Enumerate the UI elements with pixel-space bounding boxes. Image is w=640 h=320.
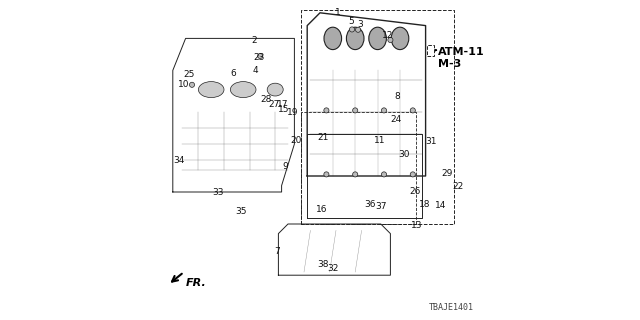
- Text: 14: 14: [435, 201, 447, 210]
- Text: 10: 10: [179, 80, 189, 89]
- Text: 26: 26: [410, 188, 421, 196]
- Text: 31: 31: [426, 137, 437, 146]
- Text: 4: 4: [253, 66, 258, 75]
- Ellipse shape: [198, 82, 224, 98]
- Circle shape: [381, 172, 387, 177]
- Text: 17: 17: [276, 100, 288, 109]
- Text: 29: 29: [442, 169, 453, 178]
- Text: TBAJE1401: TBAJE1401: [429, 303, 474, 312]
- Text: 7: 7: [274, 247, 280, 256]
- Text: 6: 6: [230, 69, 236, 78]
- Text: 9: 9: [282, 162, 287, 171]
- Text: 18: 18: [419, 200, 431, 209]
- Circle shape: [410, 172, 415, 177]
- Text: ATM-11
M-3: ATM-11 M-3: [438, 47, 485, 69]
- Circle shape: [388, 37, 393, 43]
- Text: 5: 5: [349, 17, 354, 26]
- Circle shape: [349, 27, 355, 32]
- Text: 8: 8: [395, 92, 400, 100]
- Text: 11: 11: [374, 136, 386, 145]
- Text: 37: 37: [375, 202, 387, 211]
- Text: 12: 12: [382, 31, 394, 40]
- Text: 20: 20: [291, 136, 301, 145]
- Text: 16: 16: [316, 205, 327, 214]
- Text: 19: 19: [287, 108, 298, 117]
- Circle shape: [353, 108, 358, 113]
- Text: 2: 2: [252, 36, 257, 44]
- Ellipse shape: [230, 82, 256, 98]
- Text: 13: 13: [411, 221, 422, 230]
- Circle shape: [356, 27, 361, 32]
- Circle shape: [353, 172, 358, 177]
- FancyBboxPatch shape: [427, 45, 434, 56]
- Ellipse shape: [324, 27, 342, 50]
- Text: 25: 25: [184, 70, 195, 79]
- Text: 28: 28: [260, 95, 271, 104]
- Text: 38: 38: [317, 260, 328, 269]
- Text: 21: 21: [317, 133, 329, 142]
- Text: 3: 3: [357, 20, 363, 28]
- Text: 30: 30: [398, 150, 410, 159]
- Text: 27: 27: [268, 100, 279, 109]
- Text: 15: 15: [278, 105, 290, 114]
- Circle shape: [324, 108, 329, 113]
- Text: 33: 33: [212, 188, 224, 197]
- Text: FR.: FR.: [186, 278, 206, 288]
- Ellipse shape: [346, 27, 364, 50]
- Text: 36: 36: [364, 200, 376, 209]
- Text: 24: 24: [390, 115, 402, 124]
- Text: 1: 1: [335, 8, 340, 17]
- Text: 35: 35: [235, 207, 246, 216]
- Text: 22: 22: [452, 182, 464, 191]
- Circle shape: [324, 172, 329, 177]
- Ellipse shape: [391, 27, 409, 50]
- Circle shape: [257, 53, 263, 59]
- Circle shape: [189, 82, 195, 87]
- Ellipse shape: [369, 27, 387, 50]
- Ellipse shape: [268, 83, 283, 96]
- Circle shape: [410, 108, 415, 113]
- Text: 32: 32: [328, 264, 339, 273]
- Circle shape: [381, 108, 387, 113]
- Text: 34: 34: [173, 156, 185, 165]
- Text: 23: 23: [253, 53, 264, 62]
